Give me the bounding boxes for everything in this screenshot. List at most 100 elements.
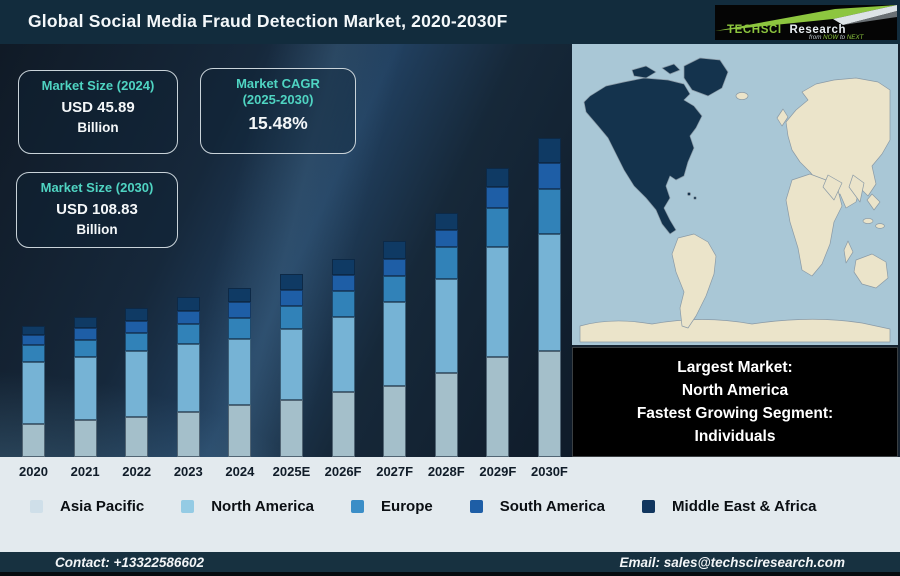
region-north-america-highlight (583, 77, 703, 235)
bar-segment-south-america (331, 275, 355, 291)
bar-2023 (176, 297, 200, 457)
x-axis-label: 2025E (272, 463, 311, 479)
key-facts-callout: Largest Market: North America Fastest Grow… (572, 347, 898, 457)
stat-title-line2: (2025-2030) (242, 92, 314, 108)
bar-segment-asia-pacific (228, 405, 252, 457)
legend-swatch-icon (469, 500, 483, 513)
stacked-bar-chart (0, 44, 573, 457)
page-title: Global Social Media Fraud Detection Mark… (28, 11, 508, 31)
callout-line: Largest Market: (677, 358, 793, 376)
bar-segment-north-america (331, 317, 355, 392)
key-facts-lines: Largest Market: North America Fastest Grow… (573, 356, 897, 449)
logo-arrow-silver (833, 5, 897, 25)
legend-label: Middle East & Africa (672, 498, 817, 515)
bar-segment-south-america (73, 328, 97, 340)
legend-item: Middle East & Africa (642, 498, 817, 515)
bar-segment-asia-pacific (537, 351, 561, 457)
bar-segment-asia-pacific (486, 357, 510, 457)
callout-line: Individuals (694, 428, 776, 446)
bar-2021 (73, 317, 97, 457)
bar-segment-europe (486, 208, 510, 247)
bar-2024 (228, 288, 252, 457)
bar-segment-middle-east-africa (537, 138, 561, 163)
bar-segment-middle-east-africa (279, 274, 303, 290)
x-axis-label: 2023 (173, 463, 203, 479)
legend-item: Europe (351, 498, 433, 515)
callout-line: Fastest Growing Segment: (636, 405, 834, 422)
legend-swatch-icon (30, 500, 43, 513)
region-greenland-highlight (683, 57, 729, 97)
island-indonesia-2 (875, 223, 885, 229)
bar-segment-middle-east-africa (125, 308, 149, 321)
region-arctic-islands-highlight-2 (661, 63, 681, 75)
world-map-graphic (572, 44, 898, 345)
legend-item: South America (469, 498, 605, 515)
stat-value: USD 108.83 (56, 201, 138, 219)
bar-segment-middle-east-africa (228, 288, 252, 302)
x-axis-label: 2029F (479, 463, 517, 479)
stat-box-market-cagr: Market CAGR (2025-2030) 15.48% (200, 68, 356, 154)
bar-segment-asia-pacific (434, 373, 458, 457)
bar-segment-north-america (279, 329, 303, 400)
bar-segment-europe (434, 247, 458, 279)
bar-segment-north-america (486, 247, 510, 357)
bar-segment-north-america (228, 339, 252, 405)
continent-antarctica (579, 318, 891, 343)
logo-brand-secondary: Research (789, 24, 846, 36)
bar-segment-south-america (176, 311, 200, 324)
x-axis-label: 2021 (70, 463, 100, 479)
svg-text:TechSci Research: TechSci Research (727, 24, 846, 36)
bar-segment-middle-east-africa (434, 213, 458, 230)
bar-segment-asia-pacific (73, 420, 97, 457)
bar-segment-asia-pacific (125, 417, 149, 457)
bar-segment-south-america (434, 230, 458, 247)
bar-segment-south-america (228, 302, 252, 318)
stat-title: Market CAGR (236, 76, 320, 91)
logo-arrow-shadow (843, 11, 897, 25)
bar-2025E (279, 274, 303, 457)
bar-segment-middle-east-africa (176, 297, 200, 311)
bar-segment-north-america (537, 234, 561, 351)
chart-background: Market Size (2024) USD 45.89 Billion Mar… (0, 44, 573, 457)
x-axis-label: 2022 (122, 463, 152, 479)
continent-australia (853, 253, 889, 289)
bar-segment-middle-east-africa (383, 241, 407, 259)
island-madagascar (843, 240, 854, 264)
techsci-logo: TechSci Research from NOW to NEXT (715, 5, 897, 41)
bar-segment-asia-pacific (383, 386, 407, 457)
chart-legend: Asia Pacific North America Europe South Ame… (30, 498, 817, 515)
stat-box-market-size-2030: Market Size (2030) USD 108.83 Billion (16, 172, 178, 248)
x-axis-labels: 2020 2021 2022 2023 2024 2025E 2026F 2027F 2028F… (0, 460, 573, 482)
bar-segment-north-america (125, 351, 149, 417)
island-iceland (735, 92, 749, 100)
bar-segment-asia-pacific (22, 424, 45, 457)
footer-email: Email: sales@techsciresearch.com (619, 554, 845, 570)
stat-value: 15.48% (248, 112, 308, 133)
stat-unit: Billion (76, 222, 118, 238)
bar-segment-middle-east-africa (331, 259, 355, 275)
region-caribbean-highlight-1 (687, 192, 691, 196)
stat-box-market-size-2024: Market Size (2024) USD 45.89 Billion (18, 70, 178, 154)
bar-segment-north-america (73, 357, 97, 420)
legend-swatch-icon (181, 500, 195, 513)
stat-title: Market Size (2024) (41, 78, 155, 93)
x-axis-label: 2024 (225, 463, 255, 479)
bar-2029F (486, 168, 510, 457)
legend-item: Asia Pacific (30, 498, 144, 515)
legend-swatch-icon (642, 500, 656, 513)
islands-southeast-asia (866, 193, 881, 211)
world-map (572, 44, 898, 345)
bar-segment-europe (279, 306, 303, 329)
bar-segment-europe (22, 345, 45, 362)
bar-2028F (434, 213, 458, 457)
legend-label: Asia Pacific (60, 498, 145, 515)
bar-segment-north-america (383, 302, 407, 386)
x-axis-label: 2020 (19, 463, 48, 479)
bar-segment-europe (331, 291, 355, 317)
bar-segment-europe (125, 333, 149, 351)
bar-segment-south-america (125, 321, 149, 333)
bar-segment-south-america (537, 163, 561, 189)
bar-segment-asia-pacific (331, 392, 355, 457)
continent-south-america (671, 233, 717, 329)
